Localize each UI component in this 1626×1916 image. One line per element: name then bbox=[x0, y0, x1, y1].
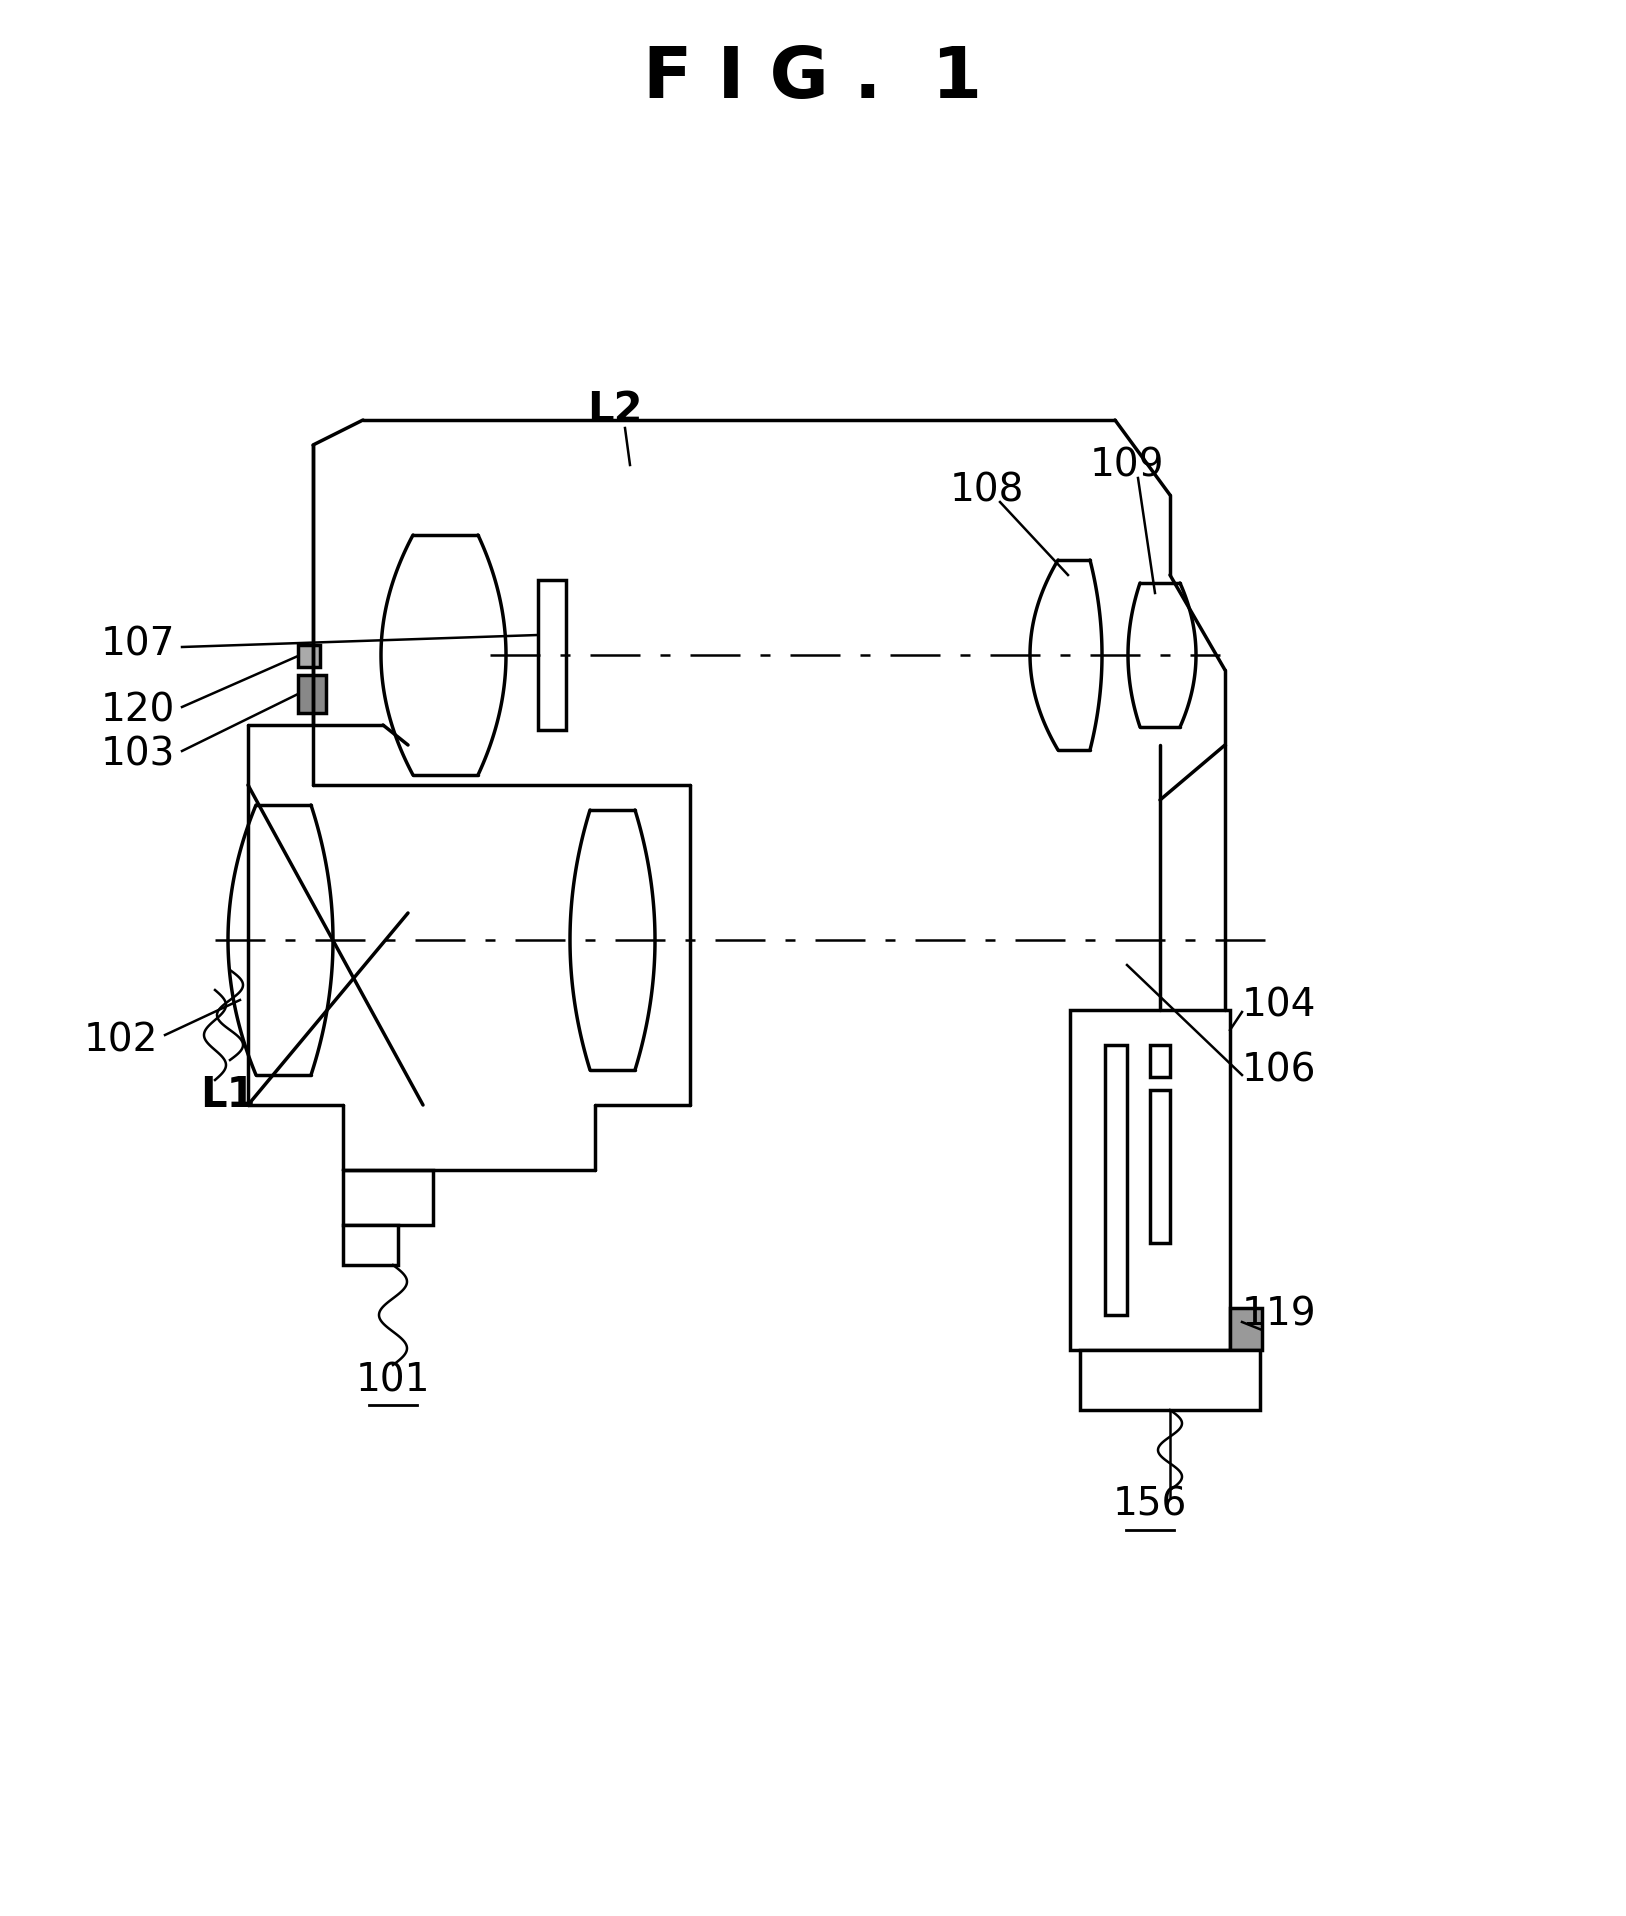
Text: 102: 102 bbox=[83, 1021, 158, 1060]
Text: 107: 107 bbox=[101, 627, 176, 665]
Text: 108: 108 bbox=[950, 471, 1024, 510]
Text: 103: 103 bbox=[101, 736, 176, 774]
Text: 104: 104 bbox=[1242, 987, 1317, 1023]
Bar bbox=[1080, 1351, 1260, 1410]
Text: 156: 156 bbox=[1112, 1487, 1187, 1523]
Text: F I G .  1: F I G . 1 bbox=[644, 44, 982, 113]
Text: 120: 120 bbox=[101, 692, 176, 728]
Bar bbox=[343, 1171, 433, 1224]
Text: 106: 106 bbox=[1242, 1052, 1317, 1088]
Text: L2: L2 bbox=[587, 389, 642, 431]
Bar bbox=[343, 1224, 398, 1265]
Bar bbox=[298, 646, 320, 667]
Bar bbox=[1229, 1309, 1262, 1351]
Bar bbox=[538, 581, 566, 730]
Text: 119: 119 bbox=[1242, 1295, 1317, 1334]
Bar bbox=[1150, 1044, 1171, 1077]
Bar bbox=[1070, 1010, 1229, 1351]
Bar bbox=[298, 674, 325, 713]
Bar bbox=[1106, 1044, 1127, 1314]
Text: 109: 109 bbox=[1089, 446, 1164, 485]
Text: L1: L1 bbox=[200, 1075, 255, 1115]
Text: 101: 101 bbox=[356, 1360, 431, 1399]
Bar bbox=[1150, 1090, 1171, 1243]
